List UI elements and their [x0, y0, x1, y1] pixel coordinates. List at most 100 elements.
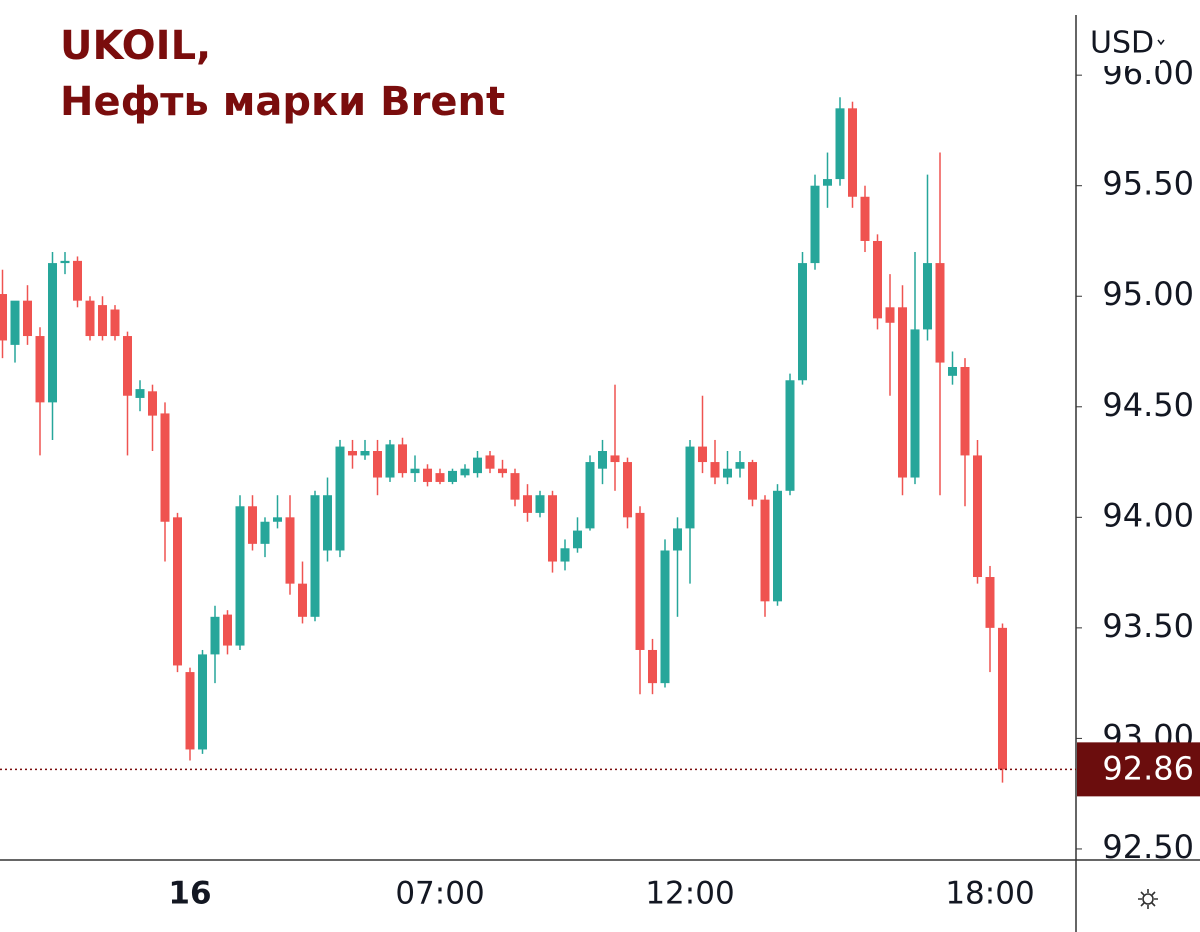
settings-icon[interactable] — [1138, 889, 1158, 909]
y-tick-label: 93.50 — [1102, 607, 1194, 645]
candle-body — [273, 517, 282, 522]
candle-body — [73, 260, 82, 301]
x-tick-label: 12:00 — [645, 876, 734, 912]
candle-body — [823, 179, 832, 186]
candle-body — [648, 649, 657, 684]
candle-body — [35, 336, 45, 403]
candle-body — [48, 263, 57, 403]
candle-body — [248, 506, 257, 544]
candle-body — [60, 260, 70, 264]
candle-body — [785, 380, 795, 491]
candle-body — [748, 462, 757, 500]
y-tick-label: 95.00 — [1102, 275, 1194, 313]
candle-body — [198, 654, 207, 750]
candle-body — [148, 391, 157, 416]
candle-body — [210, 616, 220, 655]
currency-label: USD — [1090, 26, 1154, 61]
candle-body — [948, 366, 957, 376]
candle-body — [548, 495, 557, 562]
candle-body — [123, 336, 132, 396]
candle-body — [860, 196, 870, 241]
candle-body — [910, 329, 920, 478]
candle-body — [410, 468, 420, 474]
candle-body — [573, 530, 582, 549]
chart-title: UKOIL, — [60, 23, 211, 69]
chart-subtitle: Нефть марки Brent — [60, 79, 505, 125]
candle-body — [323, 495, 332, 551]
candle-body — [835, 108, 845, 180]
candle-body — [173, 517, 182, 666]
candle-body — [435, 473, 445, 482]
axes: 92.5093.0093.5094.0094.5095.0095.5096.00… — [0, 54, 1200, 912]
y-tick-label: 95.50 — [1102, 165, 1194, 203]
candle-body — [223, 614, 232, 646]
candle-body — [285, 517, 295, 584]
candle-body — [398, 444, 407, 474]
candle-body — [85, 300, 95, 337]
candle-body — [885, 307, 895, 323]
candle-body — [348, 451, 357, 456]
candle-body — [960, 366, 970, 456]
candle-body — [260, 521, 270, 544]
candle-body — [510, 473, 520, 500]
candle-body — [523, 495, 532, 513]
x-tick-label: 16 — [168, 876, 211, 912]
currency-bg — [1084, 22, 1160, 66]
candle-body — [585, 462, 595, 529]
last-price-box — [1077, 742, 1200, 797]
candle-body — [335, 446, 345, 551]
candle-body — [310, 495, 320, 617]
candle-body — [498, 468, 507, 474]
candle-body — [660, 550, 670, 684]
candle-body — [298, 583, 307, 617]
candle-body — [798, 263, 807, 381]
y-tick-label: 94.50 — [1102, 386, 1194, 424]
candle-body — [423, 468, 432, 482]
x-tick-label: 18:00 — [945, 876, 1034, 912]
candle-body — [623, 462, 632, 518]
candle-body — [698, 446, 707, 463]
candle-body — [773, 490, 782, 602]
candle-body — [923, 263, 932, 330]
candle-body — [810, 185, 820, 264]
candle-body — [735, 462, 745, 469]
y-tick-label: 92.50 — [1102, 828, 1194, 866]
candle-body — [848, 108, 857, 197]
candle-body — [898, 307, 907, 478]
candle-body — [10, 300, 20, 345]
candle-body — [98, 305, 107, 337]
candle-body — [23, 300, 32, 337]
candle-body — [673, 528, 682, 551]
candle-body — [873, 240, 882, 319]
x-tick-label: 07:00 — [395, 876, 484, 912]
candle-body — [135, 389, 145, 398]
candle-body — [160, 413, 170, 522]
candle-body — [385, 444, 395, 478]
candle-body — [485, 455, 495, 469]
candle-body — [448, 470, 457, 482]
candle-body — [185, 672, 195, 750]
candle-body — [360, 451, 370, 456]
candle-body — [598, 451, 607, 469]
candle-body — [760, 499, 770, 602]
candle-body — [610, 455, 620, 463]
last-price-label: 92.86 — [1102, 749, 1194, 787]
currency-caret[interactable] — [1157, 39, 1165, 46]
candle-body — [935, 263, 945, 363]
candle-body — [685, 446, 695, 529]
candle-body — [560, 548, 570, 562]
candle-body — [998, 627, 1007, 770]
candle-body — [985, 577, 995, 628]
candle-body — [373, 451, 382, 478]
candles — [0, 97, 1007, 783]
candle-body — [710, 462, 720, 478]
candle-body — [0, 294, 7, 341]
candle-body — [460, 468, 470, 476]
candle-body — [235, 506, 245, 646]
candle-body — [723, 468, 732, 478]
candle-body — [635, 512, 645, 650]
candle-body — [973, 455, 982, 578]
y-tick-label: 94.00 — [1102, 496, 1194, 534]
candle-body — [110, 309, 120, 337]
